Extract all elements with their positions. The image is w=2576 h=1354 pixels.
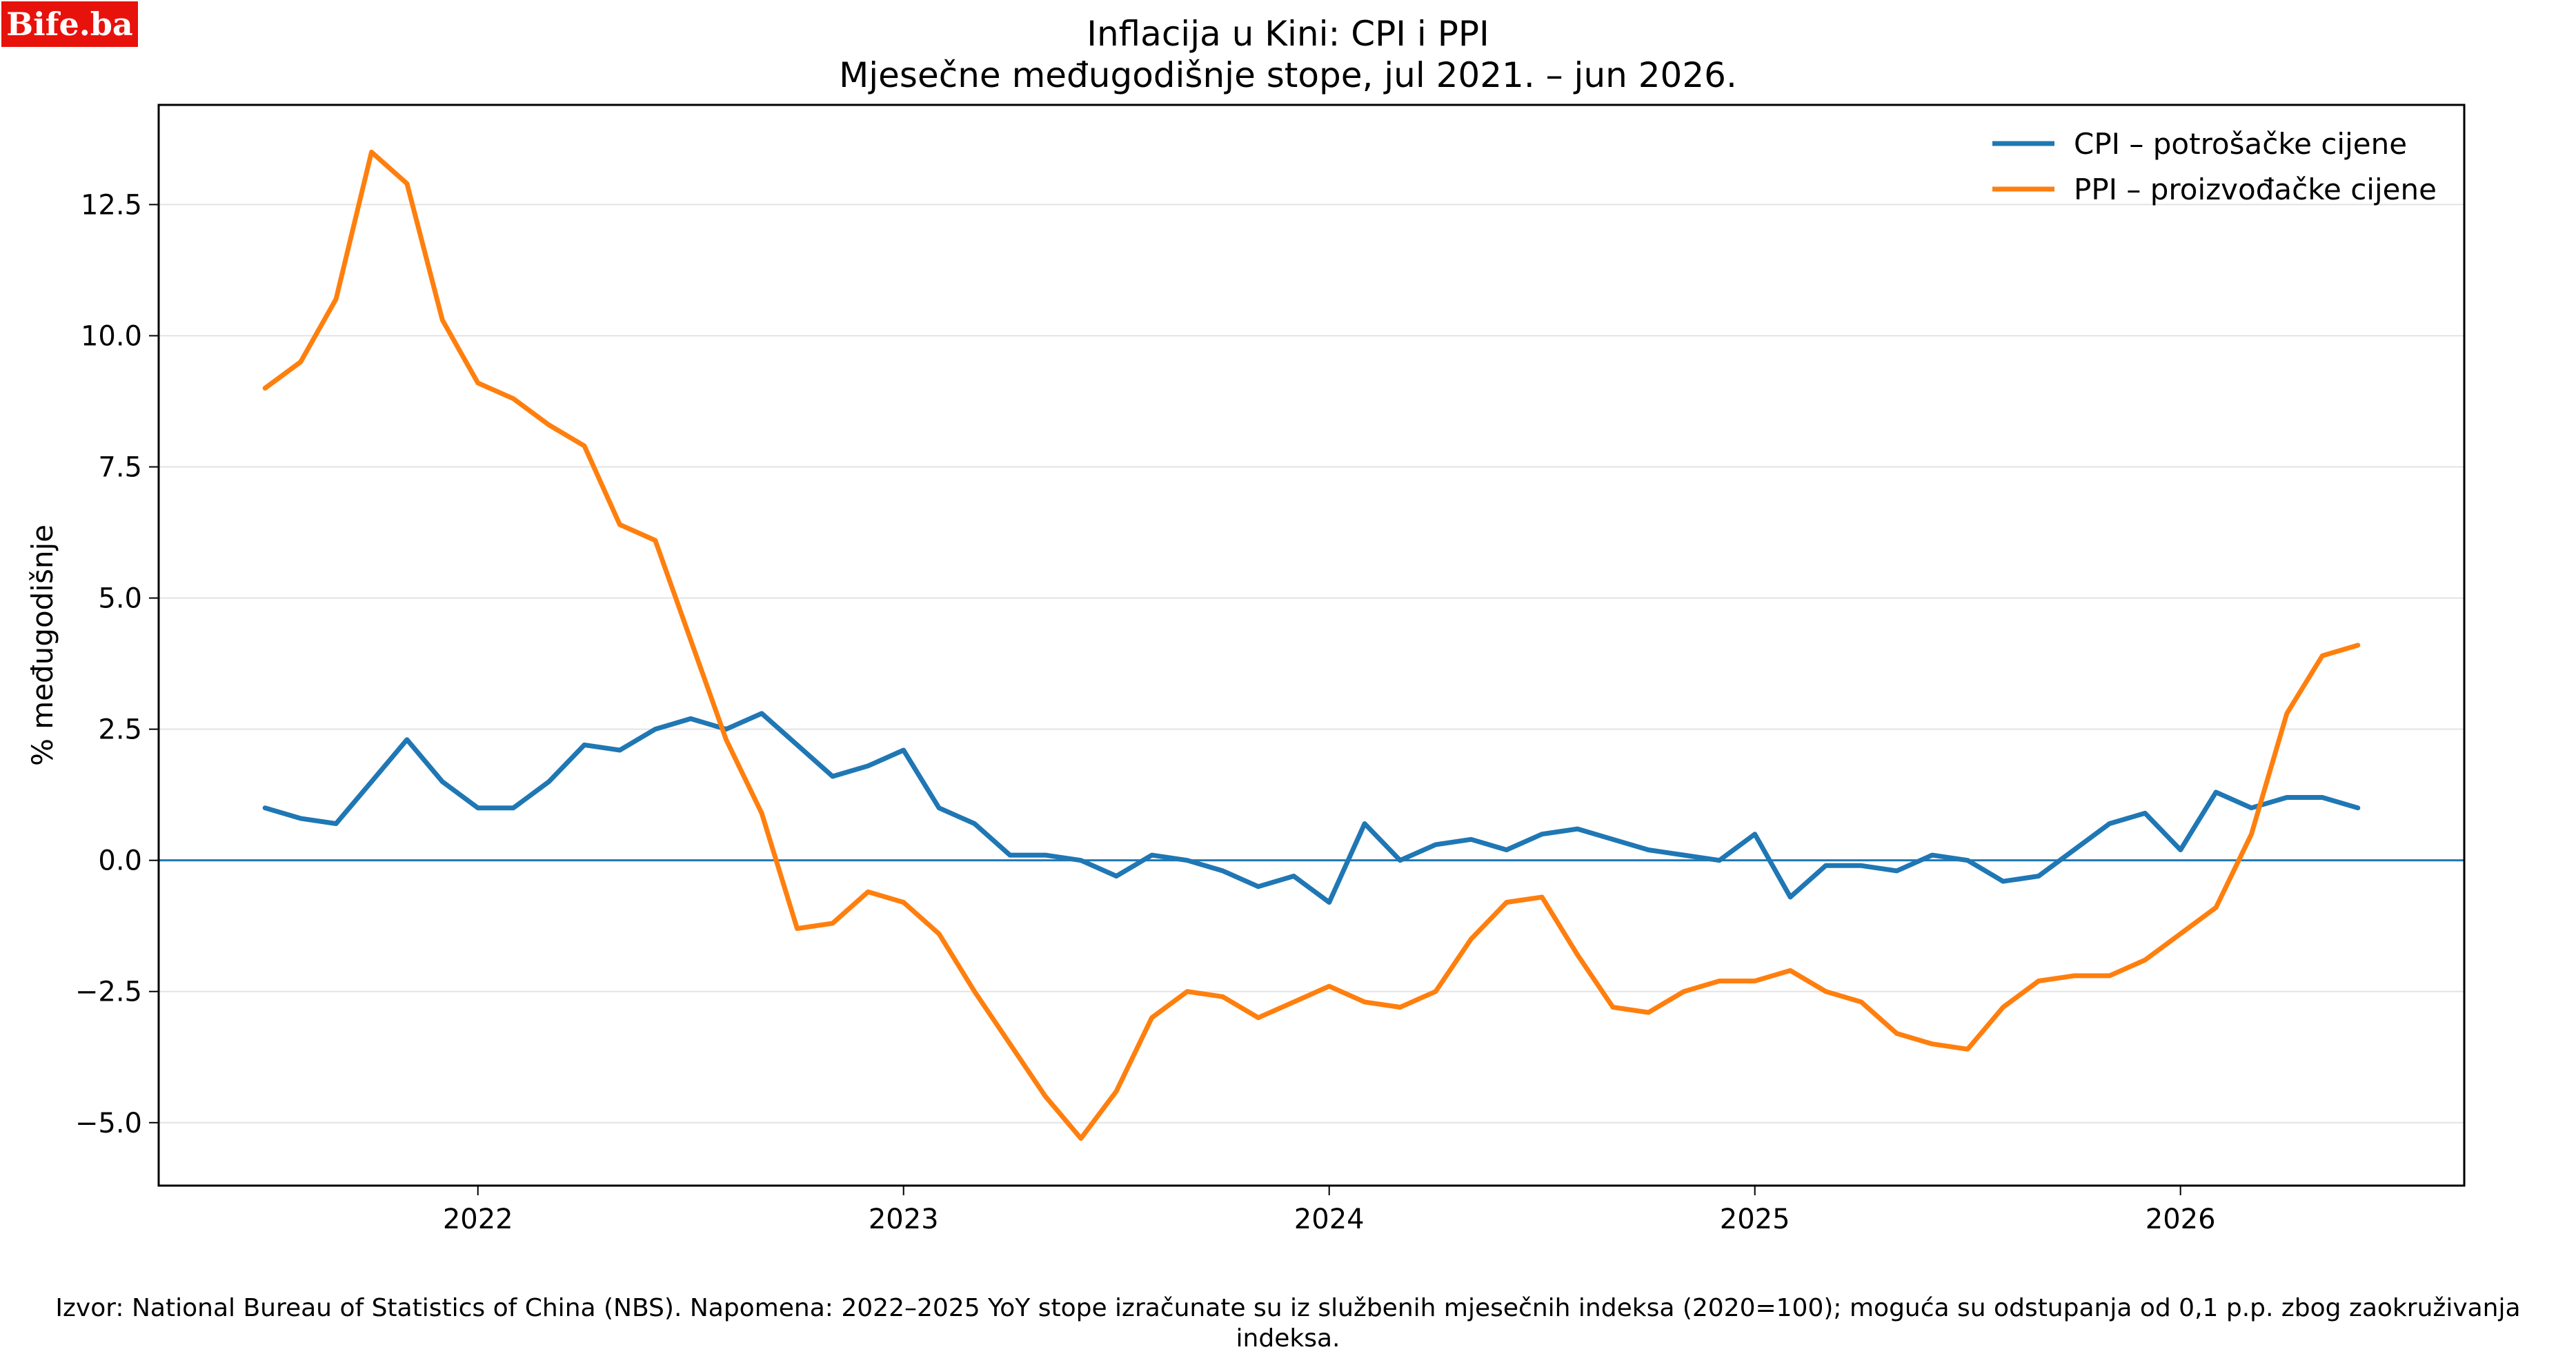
legend-label: PPI – proizvođačke cijene: [2074, 173, 2437, 206]
legend-label: CPI – potrošačke cijene: [2074, 127, 2407, 161]
series-layer: [262, 149, 2361, 1141]
legend: CPI – potrošačke cijene PPI – proizvođačk…: [1992, 127, 2437, 206]
site-logo: Bife.ba: [1, 1, 138, 47]
y-tick-label: 7.5: [98, 452, 142, 484]
y-tick-label: 12.5: [81, 189, 142, 221]
y-axis-label: % međugodišnje: [26, 524, 59, 766]
series-line-ppi: [262, 149, 2361, 1141]
x-tick-label: 2026: [2146, 1204, 2216, 1235]
x-tick-label: 2024: [1294, 1204, 1365, 1235]
y-axis: −5.0 −2.5 0.0 2.5 5.0 7.5 10.0 12.5: [75, 189, 159, 1139]
x-axis: 2022 2023 2024 2025 2026: [443, 1186, 2216, 1235]
x-tick-label: 2023: [869, 1204, 939, 1235]
chart-title: Inflacija u Kini: CPI i PPI: [1087, 14, 1489, 54]
y-tick-label: 2.5: [98, 714, 142, 746]
y-tick-label: 0.0: [98, 845, 142, 877]
source-note: Izvor: National Bureau of Statistics of …: [55, 1294, 2521, 1353]
y-tick-label: −5.0: [75, 1108, 142, 1139]
x-tick-label: 2025: [1720, 1204, 1790, 1235]
series-line-cpi: [262, 711, 2361, 905]
chart-subtitle: Mjesečne međugodišnje stope, jul 2021. –…: [839, 55, 1737, 95]
line-chart: −5.0−2.50.02.55.07.510.012.5 2022 2023 202…: [26, 104, 2466, 1235]
grid-lines: [159, 204, 2464, 1124]
y-tick-label: 5.0: [98, 583, 142, 615]
y-tick-label: −2.5: [75, 977, 142, 1008]
plot-frame: [157, 104, 2466, 1187]
x-tick-label: 2022: [443, 1204, 513, 1235]
y-tick-label: 10.0: [81, 320, 142, 352]
